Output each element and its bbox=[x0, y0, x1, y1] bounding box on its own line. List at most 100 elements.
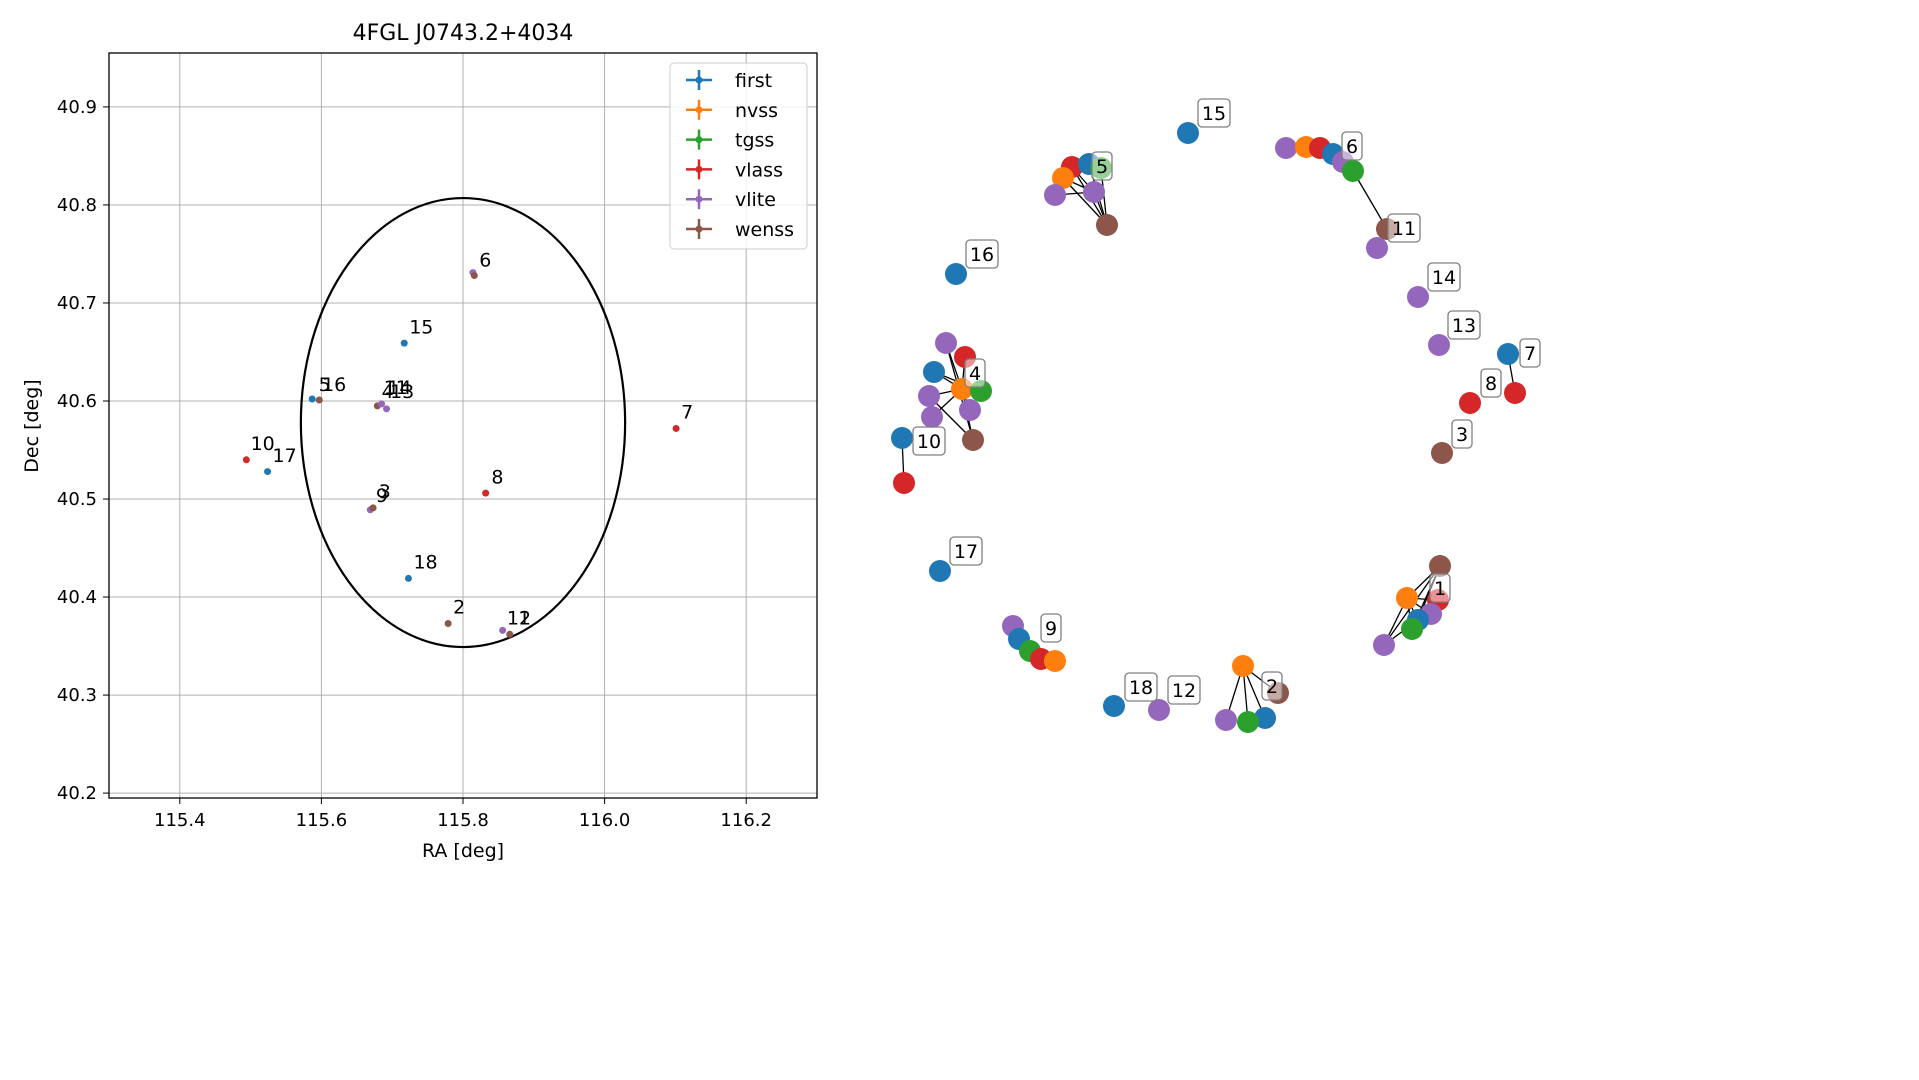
graph-node-tgss bbox=[1342, 160, 1364, 182]
graph-node-vlass bbox=[893, 472, 915, 494]
legend-marker-first bbox=[695, 76, 703, 84]
graph-label-box bbox=[1447, 310, 1481, 340]
graph-label: 13 bbox=[1452, 315, 1476, 337]
source-point-first bbox=[404, 574, 412, 582]
source-label: 15 bbox=[409, 316, 433, 338]
x-tick-label: 115.8 bbox=[437, 810, 489, 831]
graph-label-box bbox=[964, 358, 986, 388]
legend-label: vlite bbox=[735, 189, 776, 211]
graph-node-wenss bbox=[962, 429, 984, 451]
source-label: 16 bbox=[322, 374, 346, 396]
graph-nodes bbox=[891, 122, 1526, 733]
source-label: 18 bbox=[413, 552, 437, 574]
graph-node-vlite bbox=[1275, 137, 1297, 159]
graph-label: 5 bbox=[1096, 156, 1108, 178]
graph-label: 6 bbox=[1346, 136, 1358, 158]
source-label: 14 bbox=[387, 377, 411, 399]
source-label: 7 bbox=[681, 402, 693, 424]
graph-node-first bbox=[1103, 695, 1125, 717]
graph-label: 10 bbox=[917, 431, 941, 453]
source-point-first bbox=[264, 468, 272, 476]
graph-label-box bbox=[949, 536, 983, 566]
graph-node-vlass bbox=[1504, 382, 1526, 404]
source-label: 8 bbox=[491, 466, 503, 488]
graph-label-box bbox=[1261, 671, 1283, 701]
graph-node-nvss bbox=[1396, 587, 1418, 609]
source-point-wenss bbox=[369, 504, 377, 512]
graph-node-vlite bbox=[1373, 634, 1395, 656]
graph-node-tgss bbox=[1401, 618, 1423, 640]
y-tick-label: 40.3 bbox=[57, 685, 97, 706]
graph-node-vlite bbox=[1215, 709, 1237, 731]
graph-label-box bbox=[1091, 151, 1113, 181]
graph-node-vlite bbox=[1148, 699, 1170, 721]
graph-label: 4 bbox=[969, 363, 981, 385]
graph-node-first bbox=[1254, 707, 1276, 729]
graph-label-box bbox=[1427, 262, 1461, 292]
source-point-vlass bbox=[672, 424, 680, 432]
graph-label-box bbox=[1197, 98, 1231, 128]
source-points bbox=[242, 269, 680, 638]
graph-node-first bbox=[929, 560, 951, 582]
graph-label: 18 bbox=[1129, 677, 1153, 699]
graph-label-box bbox=[1167, 675, 1201, 705]
graph-node-first bbox=[923, 361, 945, 383]
legend-label: nvss bbox=[735, 100, 778, 122]
graph-node-vlite bbox=[921, 406, 943, 428]
source-label: 11 bbox=[384, 377, 408, 399]
graph-node-vlite bbox=[918, 385, 940, 407]
source-point-wenss bbox=[506, 630, 514, 638]
y-tick-label: 40.2 bbox=[57, 783, 97, 804]
graph-node-first bbox=[1497, 343, 1519, 365]
graph-label: 12 bbox=[1172, 680, 1196, 702]
legend-label: first bbox=[735, 70, 772, 92]
source-point-wenss bbox=[444, 620, 452, 628]
source-label: 3 bbox=[379, 481, 391, 503]
y-tick-label: 40.9 bbox=[57, 97, 97, 118]
source-point-wenss bbox=[470, 272, 478, 280]
graph-label: 2 bbox=[1266, 676, 1278, 698]
graph-node-vlite bbox=[1428, 334, 1450, 356]
graph-node-vlite bbox=[959, 399, 981, 421]
graph-label-box bbox=[912, 426, 946, 456]
graph-label-box bbox=[1429, 573, 1451, 603]
graph-edges bbox=[901, 153, 1516, 723]
source-label: 10 bbox=[251, 433, 275, 455]
graph-node-wenss bbox=[1429, 555, 1451, 577]
graph-label: 8 bbox=[1485, 373, 1497, 395]
legend-label: vlass bbox=[735, 159, 783, 181]
graph-node-vlass bbox=[1459, 392, 1481, 414]
chart-title: 4FGL J0743.2+4034 bbox=[353, 21, 574, 46]
graph-label: 17 bbox=[954, 541, 978, 563]
source-point-first bbox=[308, 395, 316, 403]
x-axis-label: RA [deg] bbox=[422, 840, 504, 862]
legend-marker-vlite bbox=[695, 195, 703, 203]
source-label: 12 bbox=[507, 607, 531, 629]
graph-node-first bbox=[1177, 122, 1199, 144]
graph-label: 16 bbox=[970, 244, 994, 266]
source-label: 9 bbox=[376, 485, 388, 507]
graph-node-nvss bbox=[1232, 655, 1254, 677]
graph-node-first bbox=[945, 263, 967, 285]
source-point-vlass bbox=[482, 489, 490, 497]
graph-label-box bbox=[1124, 672, 1158, 702]
source-point-wenss bbox=[315, 396, 323, 404]
source-label: 13 bbox=[390, 381, 414, 403]
legend-marker-vlass bbox=[695, 165, 703, 173]
y-tick-label: 40.6 bbox=[57, 391, 97, 412]
graph-label-box bbox=[965, 239, 999, 269]
source-point-vlass bbox=[242, 456, 250, 464]
graph-label-box bbox=[1040, 613, 1062, 643]
scatter-plot-panel: 4FGL J0743.2+4034 RA [deg] Dec [deg] 115… bbox=[21, 21, 818, 862]
legend-label: tgss bbox=[735, 130, 774, 152]
graph-label: 14 bbox=[1432, 267, 1456, 289]
graph-node-vlite bbox=[1366, 237, 1388, 259]
source-label: 1 bbox=[518, 607, 530, 629]
source-label: 2 bbox=[453, 597, 465, 619]
source-point-vlite bbox=[383, 405, 391, 413]
source-point-vlite bbox=[499, 626, 507, 634]
